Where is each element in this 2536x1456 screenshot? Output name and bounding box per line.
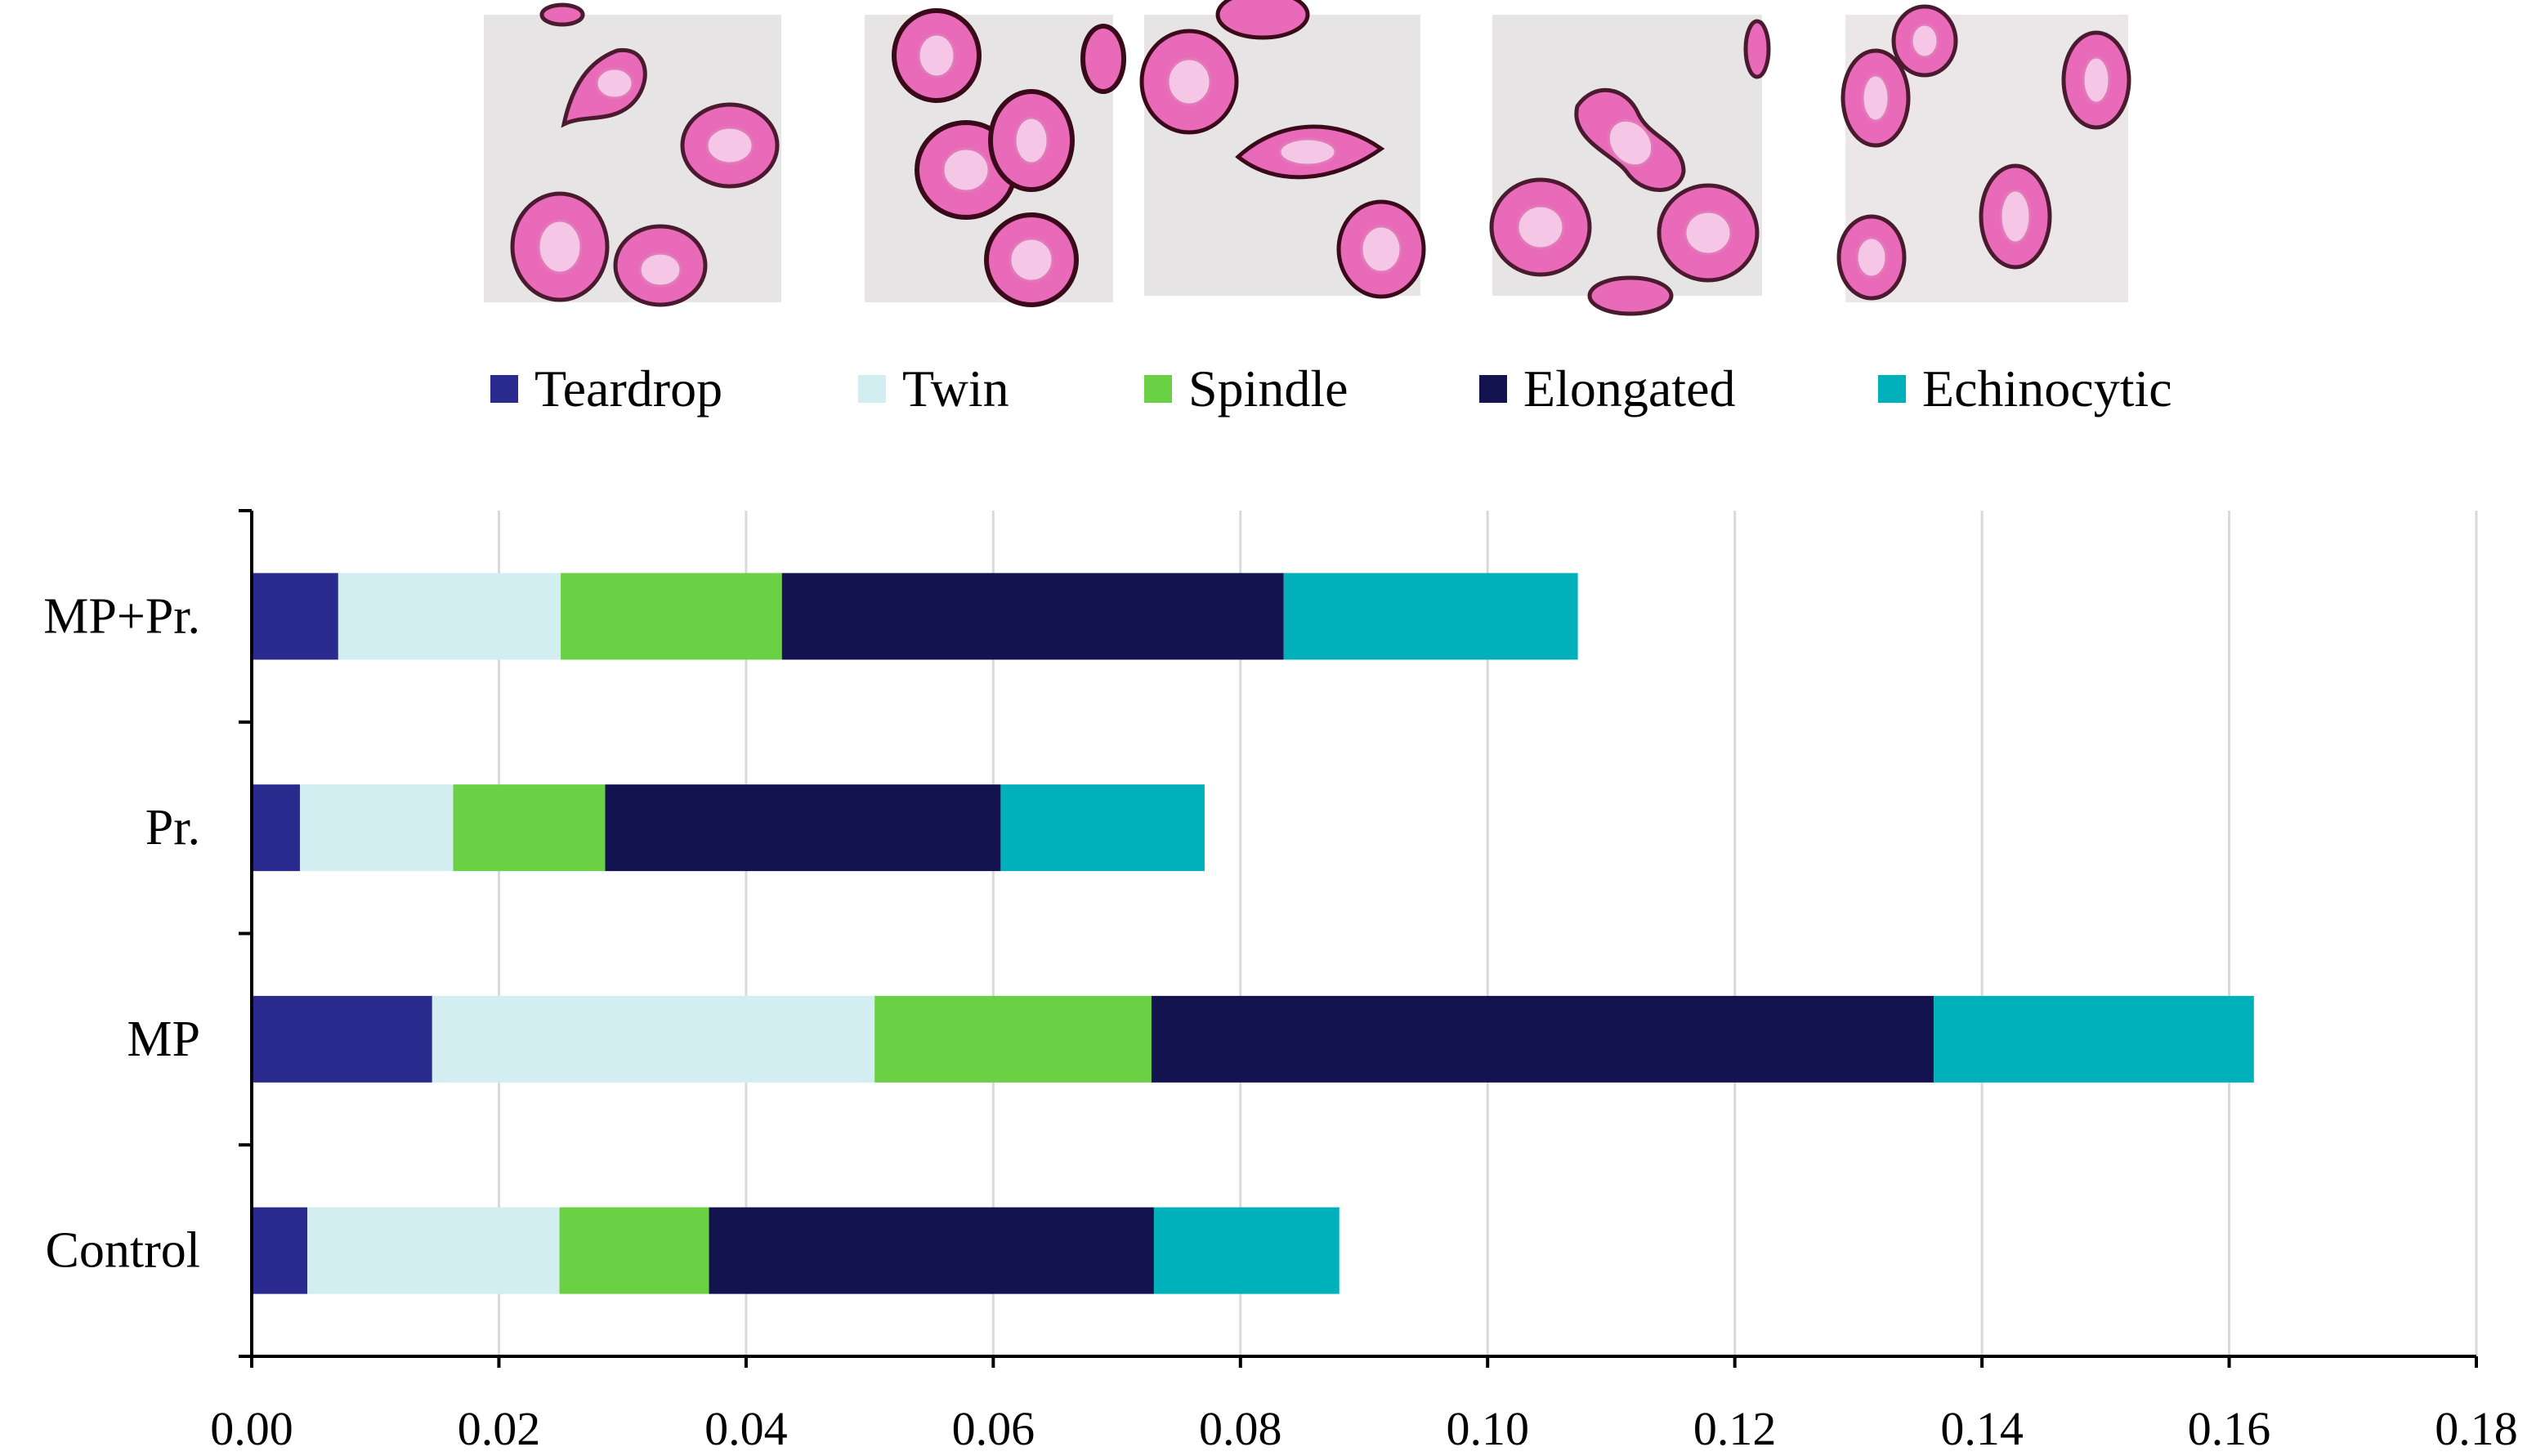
- x-tick-label: 0.10: [1446, 1402, 1529, 1455]
- legend-swatch: [1144, 375, 1172, 403]
- bar-control-teardrop: [252, 1207, 308, 1294]
- x-tick-label: 0.12: [1693, 1402, 1777, 1455]
- bar-mp-pr-twin: [338, 573, 561, 660]
- bar-pr-elongated: [605, 784, 1001, 872]
- legend-item-twin: Twin: [858, 360, 1009, 418]
- y-label-mp: MP: [127, 1012, 200, 1067]
- spindle-cell-image: [1139, 0, 1426, 299]
- x-tick-label: 0.14: [1940, 1402, 2024, 1455]
- echinocytic-cell-image: [1836, 4, 2131, 302]
- legend-item-teardrop: Teardrop: [490, 360, 722, 418]
- x-tick-label: 0.06: [952, 1402, 1035, 1455]
- twin-cell-image: [865, 8, 1126, 307]
- legend-item-elongated: Elongated: [1479, 360, 1735, 418]
- legend-swatch: [1479, 375, 1507, 403]
- legend-item-echinocytic: Echinocytic: [1878, 360, 2172, 418]
- bar-mp-pr-echinocytic: [1283, 573, 1578, 660]
- y-label-mp-pr: MP+Pr.: [43, 588, 200, 644]
- cell-images: [484, 0, 2131, 316]
- y-label-pr: Pr.: [145, 800, 200, 855]
- bar-mp-spindle: [874, 995, 1152, 1083]
- bar-control-echinocytic: [1153, 1207, 1340, 1294]
- y-axis-labels: MP+Pr. Pr. MP Control: [43, 588, 200, 1278]
- x-tick-label: 0.18: [2435, 1402, 2518, 1455]
- teardrop-cell-image: [484, 2, 781, 307]
- bar-control-spindle: [559, 1207, 709, 1294]
- axes: [239, 509, 2476, 1358]
- legend-swatch: [858, 375, 886, 403]
- legend-item-spindle: Spindle: [1144, 360, 1349, 418]
- bar-control-elongated: [709, 1207, 1154, 1294]
- bar-mp-elongated: [1151, 995, 1934, 1083]
- legend-swatch: [490, 375, 518, 403]
- bar-mp-pr-teardrop: [252, 573, 338, 660]
- x-tick-label: 0.04: [704, 1402, 788, 1455]
- bar-pr-teardrop: [252, 784, 300, 872]
- bars: [252, 573, 2254, 1294]
- x-tick-label: 0.08: [1199, 1402, 1282, 1455]
- bar-pr-echinocytic: [1000, 784, 1205, 872]
- bar-mp-pr-elongated: [781, 573, 1284, 660]
- bar-pr-twin: [299, 784, 454, 872]
- bar-pr-spindle: [453, 784, 606, 872]
- legend-label: Echinocytic: [1922, 360, 2172, 418]
- legend-label: Elongated: [1523, 360, 1735, 418]
- legend-label: Teardrop: [534, 360, 722, 418]
- bar-mp-twin: [432, 995, 875, 1083]
- legend-swatch: [1878, 375, 1906, 403]
- x-tick-label: 0.16: [2188, 1402, 2271, 1455]
- bar-mp-pr-spindle: [561, 573, 782, 660]
- x-tick-label: 0.00: [210, 1402, 293, 1455]
- legend-label: Spindle: [1188, 360, 1349, 418]
- bar-mp-echinocytic: [1934, 995, 2254, 1083]
- elongated-cell-image: [1489, 15, 1771, 316]
- x-tick-label: 0.02: [458, 1402, 541, 1455]
- legend-label: Twin: [902, 360, 1009, 418]
- legend: Teardrop Twin Spindle Elongated Echinocytic: [490, 360, 2172, 418]
- bar-mp-teardrop: [252, 995, 432, 1083]
- y-label-control: Control: [46, 1223, 200, 1279]
- bar-control-twin: [307, 1207, 560, 1294]
- x-axis-ticks: 0.00 0.02 0.04 0.06 0.08 0.10 0.12 0.14 0.16 0.18: [210, 1356, 2518, 1455]
